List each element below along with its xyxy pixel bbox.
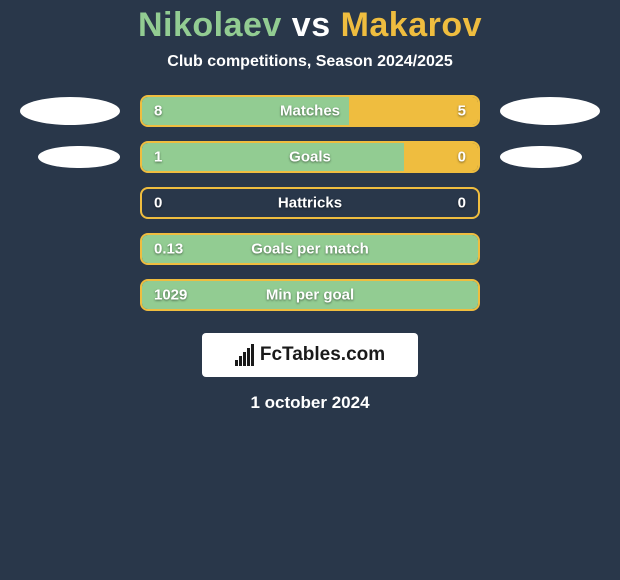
stat-row: 0 0Hattricks <box>0 187 620 219</box>
player1-value: 0 <box>154 195 162 212</box>
stat-bar: 10Goals <box>140 141 480 173</box>
date-label: 1 october 2024 <box>0 393 620 413</box>
player1-shape-icon <box>20 97 120 125</box>
stat-row: 10Goals <box>0 141 620 173</box>
stat-bar: 1029Min per goal <box>140 279 480 311</box>
player2-value: 0 <box>458 149 466 166</box>
player1-bar-fill <box>142 235 478 263</box>
player1-bar-fill <box>142 97 349 125</box>
comparison-widget: Nikolaev vs Makarov Club competitions, S… <box>0 0 620 580</box>
stat-bar: 0.13Goals per match <box>140 233 480 265</box>
fctables-logo: FcTables.com <box>202 333 418 377</box>
stat-label: Hattricks <box>142 195 478 212</box>
player2-bar-fill <box>404 143 478 171</box>
subtitle: Club competitions, Season 2024/2025 <box>0 53 620 71</box>
player1-value: 0.13 <box>154 241 183 258</box>
player2-name: Makarov <box>341 6 482 44</box>
player2-value: 0 <box>458 195 466 212</box>
vs-label: vs <box>292 6 331 44</box>
stat-bar: 0 0Hattricks <box>140 187 480 219</box>
stat-row: 85Matches <box>0 95 620 127</box>
stat-row: 0.13Goals per match <box>0 233 620 265</box>
player1-shape-icon <box>38 146 120 169</box>
player1-value: 8 <box>154 103 162 120</box>
logo-text: FcTables.com <box>260 344 385 366</box>
player1-value: 1029 <box>154 287 187 304</box>
player1-name: Nikolaev <box>138 6 282 44</box>
player1-bar-fill <box>142 143 404 171</box>
stat-row: 1029Min per goal <box>0 279 620 311</box>
barchart-icon <box>235 344 254 366</box>
player1-value: 1 <box>154 149 162 166</box>
comparison-title: Nikolaev vs Makarov <box>0 6 620 45</box>
player2-shape-icon <box>500 97 600 125</box>
player1-bar-fill <box>142 281 478 309</box>
stat-rows: 85Matches10Goals00Hattricks0.13Goals per… <box>0 95 620 311</box>
player2-value: 5 <box>458 103 466 120</box>
player2-shape-icon <box>500 146 582 169</box>
stat-bar: 85Matches <box>140 95 480 127</box>
